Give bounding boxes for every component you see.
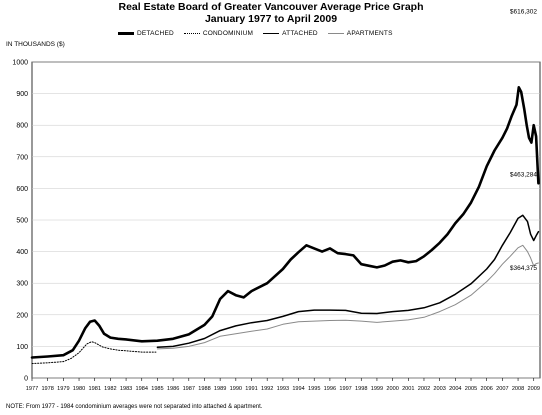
x-tick-label: 2005 bbox=[465, 386, 477, 392]
legend-swatch-condominium bbox=[183, 33, 200, 34]
legend-item-detached: DETACHED bbox=[118, 30, 174, 37]
x-tick-label: 1992 bbox=[261, 386, 273, 392]
x-tick-label: 1981 bbox=[88, 386, 100, 392]
x-tick-label: 1997 bbox=[339, 386, 351, 392]
chart-legend: DETACHED CONDOMINIUM ATTACHED APARTMENTS bbox=[118, 29, 403, 38]
x-tick-label: 2002 bbox=[418, 386, 430, 392]
x-tick-label: 1988 bbox=[198, 386, 210, 392]
y-tick-label: 300 bbox=[16, 281, 28, 288]
y-tick-label: 0 bbox=[24, 376, 28, 383]
x-tick-label: 1993 bbox=[277, 386, 289, 392]
y-tick-label: 700 bbox=[16, 154, 28, 161]
x-tick-label: 2001 bbox=[402, 386, 414, 392]
chart-subtitle: January 1977 to April 2009 bbox=[204, 13, 338, 25]
x-tick-label: 1991 bbox=[245, 386, 257, 392]
end-value-annotation: $364,375 bbox=[510, 265, 537, 272]
x-tick-label: 2004 bbox=[449, 386, 461, 392]
legend-item-attached: ATTACHED bbox=[263, 30, 318, 37]
x-tick-label: 1986 bbox=[167, 386, 179, 392]
legend-swatch-attached bbox=[263, 33, 280, 34]
y-tick-label: 900 bbox=[16, 91, 28, 98]
y-tick-label: 500 bbox=[16, 218, 28, 225]
legend-label-apartments: APARTMENTS bbox=[346, 30, 393, 37]
x-tick-label: 1977 bbox=[26, 386, 38, 392]
x-tick-label: 2008 bbox=[512, 386, 524, 392]
chart-title: Real Estate Board of Greater Vancouver A… bbox=[118, 1, 424, 13]
series-line-attached bbox=[156, 214, 540, 349]
end-value-annotation: $616,302 bbox=[510, 8, 537, 15]
x-tick-label: 1998 bbox=[355, 386, 367, 392]
y-axis-units-label: IN THOUSANDS ($) bbox=[6, 41, 65, 48]
y-tick-label: 100 bbox=[16, 344, 28, 351]
x-tick-label: 1987 bbox=[183, 386, 195, 392]
x-tick-label: 1984 bbox=[136, 386, 148, 392]
y-tick-label: 200 bbox=[16, 312, 28, 319]
x-tick-label: 2009 bbox=[528, 386, 540, 392]
series-line-condominium bbox=[31, 341, 157, 364]
x-tick-label: 1995 bbox=[308, 386, 320, 392]
legend-swatch-apartments bbox=[327, 33, 344, 34]
x-tick-label: 2006 bbox=[480, 386, 492, 392]
x-tick-label: 1990 bbox=[230, 386, 242, 392]
legend-label-condominium: CONDOMINIUM bbox=[202, 30, 254, 37]
series-line-apartments bbox=[156, 244, 539, 350]
x-tick-label: 1978 bbox=[41, 386, 53, 392]
x-tick-label: 2000 bbox=[386, 386, 398, 392]
x-tick-label: 2003 bbox=[433, 386, 445, 392]
x-tick-label: 1979 bbox=[57, 386, 69, 392]
y-tick-label: 800 bbox=[16, 123, 28, 130]
x-tick-label: 1985 bbox=[151, 386, 163, 392]
y-tick-label: 600 bbox=[16, 186, 28, 193]
x-tick-label: 1982 bbox=[104, 386, 116, 392]
end-value-annotation: $463,284 bbox=[510, 172, 537, 179]
legend-label-detached: DETACHED bbox=[137, 30, 174, 37]
legend-item-apartments: APARTMENTS bbox=[327, 30, 393, 37]
series-line-detached bbox=[30, 86, 540, 359]
y-tick-label: 400 bbox=[16, 249, 28, 256]
y-tick-label: 1000 bbox=[12, 60, 28, 67]
x-tick-label: 1989 bbox=[214, 386, 226, 392]
legend-swatch-detached bbox=[118, 32, 134, 35]
x-tick-label: 1980 bbox=[73, 386, 85, 392]
x-tick-label: 1999 bbox=[371, 386, 383, 392]
x-tick-label: 2007 bbox=[496, 386, 508, 392]
legend-item-condominium: CONDOMINIUM bbox=[183, 30, 254, 37]
legend-label-attached: ATTACHED bbox=[282, 30, 318, 37]
footnote: NOTE: From 1977 - 1984 condominium avera… bbox=[6, 404, 263, 410]
x-tick-label: 1983 bbox=[120, 386, 132, 392]
x-tick-label: 1994 bbox=[292, 386, 304, 392]
x-tick-label: 1996 bbox=[324, 386, 336, 392]
